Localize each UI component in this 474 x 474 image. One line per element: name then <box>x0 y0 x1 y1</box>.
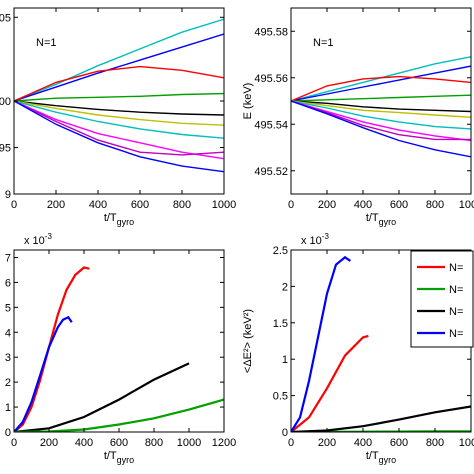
y-tick-label: 1 <box>282 354 288 366</box>
series-line-2 <box>14 315 73 432</box>
x-tick-label: 800 <box>426 199 444 211</box>
y-axis-label: <ΔE²> (keV²) <box>242 309 254 373</box>
series-line-6 <box>291 100 471 118</box>
axes-frame <box>290 7 472 195</box>
y-tick-label: 1 <box>5 402 11 414</box>
series-line-10 <box>291 100 471 158</box>
x-axis-label: t/Tgyro <box>366 450 396 465</box>
y-tick-label: 95 <box>0 143 11 155</box>
x-tick-label: 400 <box>89 199 107 211</box>
annotation-text: N=1 <box>36 37 57 49</box>
x-tick-label: 800 <box>426 437 444 449</box>
x-tick-label: 400 <box>354 437 372 449</box>
annotation-text: N=1 <box>313 37 334 49</box>
y-tick-label: 495.54 <box>254 119 288 131</box>
series-line-4 <box>14 92 224 102</box>
x-tick-label: 200 <box>47 199 65 211</box>
series-line-5 <box>14 100 224 116</box>
series-line-3 <box>14 362 190 432</box>
y-tick-label: 05 <box>0 12 11 24</box>
y-exponent-label: x 10-3 <box>24 232 52 247</box>
series-line-1 <box>291 56 471 102</box>
x-tick-label: 600 <box>110 437 128 449</box>
series-line-9 <box>14 100 224 156</box>
series-line-4 <box>291 94 471 102</box>
x-tick-label: 200 <box>40 437 58 449</box>
panel-bottom-right: 0 200 400 600 800 1000 0 0.5 1 1.5 2 2.5 t/Tgyro <ΔE²… <box>242 232 474 465</box>
series-line-3 <box>291 405 471 432</box>
axes-frame <box>13 249 225 433</box>
y-tick-label: 5 <box>5 302 11 314</box>
panel-top-left: 0 200 400 600 800 1000 05 00 95 9 t/Tgyro N=1 <box>0 7 236 227</box>
axes-frame <box>13 7 225 195</box>
legend-entry-label: N= <box>449 262 463 274</box>
x-tick-label: 400 <box>75 437 93 449</box>
series-line-2 <box>291 65 471 102</box>
y-tick-label: 2.5 <box>273 245 288 257</box>
series-line-7 <box>14 100 224 139</box>
x-tick-label: 0 <box>288 437 294 449</box>
series-line-8 <box>14 100 224 160</box>
x-tick-label: 1000 <box>177 437 201 449</box>
y-tick-label: 0 <box>282 427 288 439</box>
panel-top-right: 0 200 400 600 800 1000 495.58 495.56 495.54 495.5… <box>242 7 474 227</box>
y-tick-label: 495.58 <box>254 26 288 38</box>
x-tick-label: 1000 <box>459 199 474 211</box>
x-axis-label: t/Tgyro <box>104 212 134 227</box>
x-tick-label: 600 <box>390 199 408 211</box>
y-tick-label: 495.52 <box>254 166 288 178</box>
series-line-3 <box>14 65 224 102</box>
legend-entry-label: N= <box>449 328 463 340</box>
series-line-7 <box>291 100 471 130</box>
x-tick-label: 400 <box>354 199 372 211</box>
y-tick-label: 9 <box>5 189 11 201</box>
panel-bottom-left: 0 200 400 600 800 1000 1200 0 1 2 3 4 5 6 7 t/Tgyro x 10… <box>5 232 236 465</box>
y-tick-label: 7 <box>5 252 11 264</box>
y-tick-label: 0 <box>5 427 11 439</box>
x-tick-label: 600 <box>390 437 408 449</box>
series-line-1 <box>14 18 224 102</box>
legend-entry-label: N= <box>449 306 463 318</box>
x-tick-label: 1000 <box>212 199 236 211</box>
series-line-9 <box>291 100 471 141</box>
x-tick-label: 1200 <box>212 437 236 449</box>
series-line-2 <box>14 33 224 102</box>
x-axis-label: t/Tgyro <box>366 212 396 227</box>
series-line-1 <box>14 266 90 432</box>
x-axis-label: t/Tgyro <box>104 450 134 465</box>
x-tick-label: 200 <box>318 199 336 211</box>
y-tick-label: 3 <box>5 352 11 364</box>
y-tick-label: 495.56 <box>254 73 288 85</box>
legend-entry-label: N= <box>449 284 463 296</box>
series-line-4 <box>291 255 352 432</box>
series-line-6 <box>14 100 224 126</box>
y-tick-label: 6 <box>5 277 11 289</box>
y-axis-label: E (keV) <box>242 83 254 120</box>
y-exponent-label: x 10-3 <box>301 232 329 247</box>
x-tick-label: 0 <box>11 199 17 211</box>
y-tick-label: 2 <box>282 281 288 293</box>
series-line-5 <box>291 100 471 113</box>
series-line-8 <box>291 100 471 142</box>
series-line-10 <box>14 100 224 173</box>
x-tick-label: 800 <box>145 437 163 449</box>
y-tick-label: 00 <box>0 96 11 108</box>
y-tick-label: 2 <box>5 377 11 389</box>
x-tick-label: 1000 <box>459 437 474 449</box>
y-tick-label: 1.5 <box>273 318 288 330</box>
y-tick-label: 4 <box>5 327 11 339</box>
x-tick-label: 0 <box>11 437 17 449</box>
x-tick-label: 600 <box>131 199 149 211</box>
series-line-1 <box>291 334 369 432</box>
series-line-3 <box>291 75 471 102</box>
x-tick-label: 200 <box>318 437 336 449</box>
y-tick-label: 0.5 <box>273 391 288 403</box>
x-tick-label: 0 <box>288 199 294 211</box>
x-tick-label: 800 <box>173 199 191 211</box>
legend: N= N= N= N= <box>410 250 474 348</box>
series-line-4 <box>14 398 224 432</box>
